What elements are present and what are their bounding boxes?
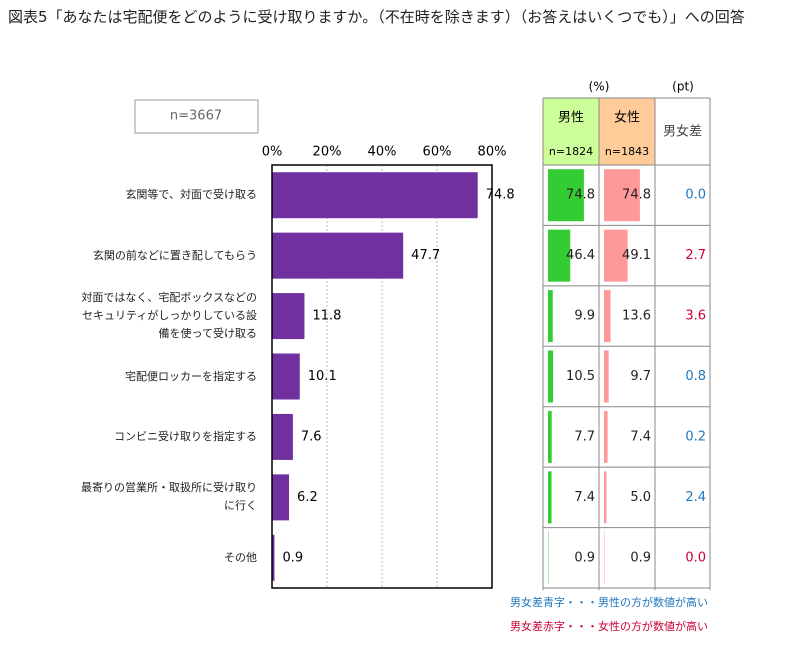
x-tick-label: 40%: [368, 145, 397, 160]
header-cell: [599, 98, 655, 165]
header-cell: [543, 98, 599, 165]
column-header: 男性: [558, 111, 584, 126]
category-label: 玄関の前などに置き配してもらう: [92, 248, 257, 262]
cell-bar: [604, 169, 640, 222]
value-label: 74.8: [486, 188, 515, 203]
cell-value: 0.0: [685, 188, 706, 203]
cell-bar: [548, 350, 554, 403]
value-label: 0.9: [282, 550, 303, 565]
cell-value: 0.9: [630, 550, 651, 565]
value-label: 10.1: [308, 369, 337, 384]
sample-box: [134, 99, 259, 134]
cell-value: 2.4: [685, 490, 706, 505]
cell-value: 3.6: [685, 309, 706, 324]
x-tick-label: 80%: [478, 145, 507, 160]
column-header: 男女差: [663, 124, 702, 140]
cell-bar: [604, 471, 607, 524]
column-n: n=1843: [605, 145, 649, 158]
cell-value: 0.9: [574, 550, 595, 565]
x-tick-label: 20%: [313, 145, 342, 160]
cell-value: 9.9: [574, 309, 595, 324]
cell-bar: [548, 410, 552, 463]
value-label: 7.6: [301, 429, 322, 444]
cell-value: 0.2: [685, 429, 706, 444]
cell-value: 7.4: [574, 490, 595, 505]
cell-value: 7.4: [630, 429, 651, 444]
category-label: 対面ではなく、宅配ボックスなどのセキュリティがしっかりしている設備を使って受け取…: [81, 291, 257, 341]
cell-bar: [548, 290, 553, 343]
value-label: 47.7: [411, 248, 440, 263]
unit-label: (%): [589, 80, 610, 94]
title: 図表5「あなたは宅配便をどのように受け取りますか。（不在時を除きます）（お答えは…: [8, 8, 745, 26]
category-label: 最寄りの営業所・取扱所に受け取りに行く: [81, 481, 257, 513]
column-header: 女性: [614, 110, 640, 126]
cell-value: 0.0: [685, 550, 706, 565]
cell-value: 2.7: [685, 248, 706, 263]
cell-value: 74.8: [566, 188, 595, 203]
cell-value: 10.5: [566, 369, 595, 384]
bar: [272, 413, 293, 460]
plot-frame: [271, 164, 493, 589]
cell-value: 46.4: [566, 248, 595, 263]
bar: [272, 293, 305, 340]
x-tick-label: 60%: [423, 145, 452, 160]
bar: [272, 534, 275, 581]
cell-value: 13.6: [622, 309, 651, 324]
cell-value: 0.8: [685, 369, 706, 384]
bar: [272, 353, 300, 400]
cell-bar: [604, 410, 608, 463]
cell-value: 74.8: [622, 188, 651, 203]
note: 男女差赤字・・・女性の方が数値が高い: [510, 619, 708, 633]
cell-value: 5.0: [630, 490, 651, 505]
column-n: n=1824: [549, 145, 593, 158]
cell-value: 9.7: [630, 369, 651, 384]
bar: [272, 232, 404, 279]
cell-bar: [604, 229, 628, 282]
cell-bar: [604, 350, 609, 403]
bar: [272, 172, 478, 219]
cell-bar: [604, 290, 611, 343]
value-label: 6.2: [297, 490, 318, 505]
category-label: その他: [224, 550, 257, 564]
cell-bar: [548, 229, 571, 282]
cell-value: 7.7: [574, 429, 595, 444]
cell-bar: [548, 471, 552, 524]
x-tick-label: 0%: [262, 145, 283, 160]
cell-bar: [548, 169, 584, 222]
unit-label: (pt): [672, 80, 694, 94]
sample-label: n=3667: [170, 109, 222, 124]
cell-value: 49.1: [622, 248, 651, 263]
category-label: 宅配便ロッカーを指定する: [125, 369, 257, 383]
note: 男女差青字・・・男性の方が数値が高い: [510, 595, 708, 609]
category-label: コンビニ受け取りを指定する: [114, 429, 257, 443]
category-label: 玄関等で、対面で受け取る: [125, 188, 257, 202]
bar: [272, 474, 290, 521]
value-label: 11.8: [312, 309, 341, 324]
